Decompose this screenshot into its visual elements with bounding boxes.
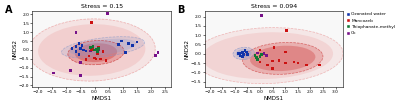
Point [50,72,57,74]
Point [283,30,290,31]
Point [239,56,246,57]
Point [155,52,161,53]
Ellipse shape [38,24,145,76]
Point [257,61,263,63]
Point [236,53,242,55]
Text: A: A [5,5,12,15]
Y-axis label: NMDS2: NMDS2 [184,39,190,59]
Point [152,54,158,56]
Legend: Ozonated water, Mancozeb, Thiophanate-methyl, Ck: Ozonated water, Mancozeb, Thiophanate-me… [347,12,396,36]
Point [270,60,276,62]
X-axis label: NMDS1: NMDS1 [92,96,112,101]
Point [91,57,98,59]
Point [254,58,261,60]
Point [125,43,132,45]
Point [257,56,263,57]
Point [252,55,258,56]
Point [264,64,271,66]
Point [270,68,276,70]
Point [76,43,82,45]
Ellipse shape [250,46,315,71]
Ellipse shape [236,49,252,58]
Point [87,50,94,52]
Point [254,52,261,54]
Point [295,62,301,64]
Ellipse shape [192,28,343,84]
Point [291,61,297,63]
Title: Stress = 0.094: Stress = 0.094 [251,4,297,9]
X-axis label: NMDS1: NMDS1 [264,96,284,101]
Point [115,44,122,45]
Ellipse shape [62,37,145,58]
Point [73,31,79,33]
Point [87,47,94,48]
Point [88,22,95,23]
Point [94,51,100,53]
Point [94,53,100,54]
Point [242,50,248,52]
Point [103,60,109,61]
Point [73,46,79,47]
Point [77,62,84,63]
Point [316,64,322,66]
Ellipse shape [28,19,155,81]
Point [237,55,243,56]
Point [282,51,288,53]
Point [77,47,84,49]
Point [77,75,84,77]
Point [271,46,277,48]
Ellipse shape [68,41,124,65]
Ellipse shape [75,43,117,62]
Point [257,49,263,51]
Text: B: B [177,5,184,15]
Point [79,45,85,46]
Point [304,64,310,66]
Point [104,13,110,14]
Point [244,54,251,56]
Y-axis label: NMDS2: NMDS2 [12,39,17,59]
Point [134,41,140,43]
Point [90,46,96,47]
Point [238,52,244,54]
Point [96,49,102,51]
Point [122,52,129,53]
Point [276,59,282,61]
Point [253,57,260,58]
Point [83,59,89,61]
Point [282,62,288,64]
Point [93,58,99,60]
Point [96,47,102,48]
Point [258,15,264,16]
Point [239,51,246,53]
Point [96,47,102,49]
Point [130,45,136,46]
Point [258,54,264,56]
Point [242,49,248,51]
Title: Stress = 0.15: Stress = 0.15 [80,4,123,9]
Point [69,47,75,49]
Point [263,55,270,56]
Point [261,53,267,55]
Point [83,50,89,52]
Point [67,70,74,71]
Point [100,51,106,53]
Point [118,40,125,42]
Ellipse shape [233,47,254,60]
Point [243,51,250,53]
Point [90,47,96,49]
Point [91,49,98,51]
Point [88,49,95,51]
Point [97,58,104,60]
Point [76,54,82,55]
Point [73,51,79,53]
Point [86,55,92,57]
Point [240,54,247,56]
Point [93,48,99,50]
Point [80,49,86,51]
Ellipse shape [70,39,136,56]
Ellipse shape [242,42,323,74]
Ellipse shape [202,32,333,79]
